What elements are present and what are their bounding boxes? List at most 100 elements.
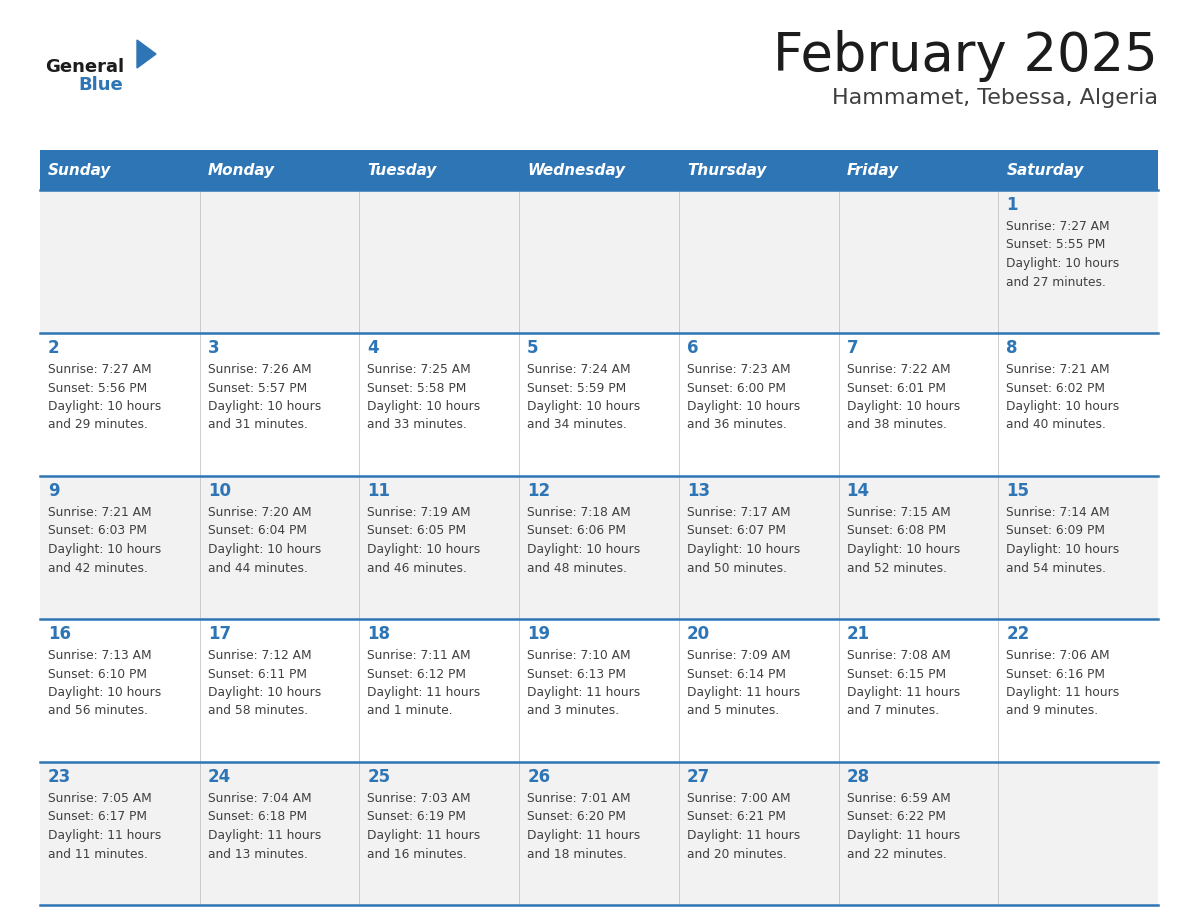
Text: 6: 6 (687, 339, 699, 357)
Text: Thursday: Thursday (687, 162, 766, 177)
Text: Sunrise: 7:20 AM: Sunrise: 7:20 AM (208, 506, 311, 519)
Text: and 31 minutes.: and 31 minutes. (208, 419, 308, 431)
Text: Daylight: 10 hours: Daylight: 10 hours (367, 400, 481, 413)
Polygon shape (137, 40, 156, 68)
Text: 4: 4 (367, 339, 379, 357)
Text: 22: 22 (1006, 625, 1030, 643)
Text: and 44 minutes.: and 44 minutes. (208, 562, 308, 575)
Text: Blue: Blue (78, 76, 122, 94)
Text: and 1 minute.: and 1 minute. (367, 704, 453, 718)
Text: Sunrise: 7:08 AM: Sunrise: 7:08 AM (847, 649, 950, 662)
Text: Sunset: 6:18 PM: Sunset: 6:18 PM (208, 811, 307, 823)
Text: 15: 15 (1006, 482, 1029, 500)
Text: Daylight: 10 hours: Daylight: 10 hours (1006, 400, 1119, 413)
Text: Sunrise: 6:59 AM: Sunrise: 6:59 AM (847, 792, 950, 805)
Text: Daylight: 10 hours: Daylight: 10 hours (687, 543, 800, 556)
Text: Sunrise: 7:00 AM: Sunrise: 7:00 AM (687, 792, 790, 805)
Bar (40, 190, 1158, 333)
Text: Tuesday: Tuesday (367, 162, 437, 177)
Text: Sunset: 5:58 PM: Sunset: 5:58 PM (367, 382, 467, 395)
Text: Daylight: 11 hours: Daylight: 11 hours (367, 829, 481, 842)
Text: Sunset: 6:11 PM: Sunset: 6:11 PM (208, 667, 307, 680)
Text: Sunset: 6:10 PM: Sunset: 6:10 PM (48, 667, 147, 680)
Text: Daylight: 11 hours: Daylight: 11 hours (1006, 686, 1119, 699)
Text: 19: 19 (527, 625, 550, 643)
Text: Sunset: 6:09 PM: Sunset: 6:09 PM (1006, 524, 1105, 538)
Text: 2: 2 (48, 339, 59, 357)
Text: Sunrise: 7:04 AM: Sunrise: 7:04 AM (208, 792, 311, 805)
Text: Daylight: 10 hours: Daylight: 10 hours (687, 400, 800, 413)
Text: Sunset: 6:16 PM: Sunset: 6:16 PM (1006, 667, 1105, 680)
Text: Sunset: 5:56 PM: Sunset: 5:56 PM (48, 382, 147, 395)
Bar (40, 476, 1158, 619)
Text: Sunrise: 7:19 AM: Sunrise: 7:19 AM (367, 506, 472, 519)
Text: and 33 minutes.: and 33 minutes. (367, 419, 467, 431)
Text: February 2025: February 2025 (773, 30, 1158, 82)
Text: Daylight: 10 hours: Daylight: 10 hours (527, 543, 640, 556)
Text: Daylight: 10 hours: Daylight: 10 hours (208, 543, 321, 556)
Text: Sunrise: 7:03 AM: Sunrise: 7:03 AM (367, 792, 472, 805)
Text: Sunset: 6:15 PM: Sunset: 6:15 PM (847, 667, 946, 680)
Text: Daylight: 11 hours: Daylight: 11 hours (527, 686, 640, 699)
Text: Sunrise: 7:05 AM: Sunrise: 7:05 AM (48, 792, 152, 805)
Text: Sunrise: 7:22 AM: Sunrise: 7:22 AM (847, 363, 950, 376)
Text: Daylight: 11 hours: Daylight: 11 hours (847, 686, 960, 699)
Text: Daylight: 11 hours: Daylight: 11 hours (367, 686, 481, 699)
Text: Sunset: 6:13 PM: Sunset: 6:13 PM (527, 667, 626, 680)
Text: Daylight: 10 hours: Daylight: 10 hours (1006, 257, 1119, 270)
Text: Saturday: Saturday (1006, 162, 1083, 177)
Text: Sunrise: 7:26 AM: Sunrise: 7:26 AM (208, 363, 311, 376)
Text: Sunrise: 7:17 AM: Sunrise: 7:17 AM (687, 506, 790, 519)
Text: Friday: Friday (847, 162, 898, 177)
Text: Sunset: 6:06 PM: Sunset: 6:06 PM (527, 524, 626, 538)
Text: 13: 13 (687, 482, 710, 500)
Text: 26: 26 (527, 768, 550, 786)
Text: 16: 16 (48, 625, 71, 643)
Text: Sunset: 6:08 PM: Sunset: 6:08 PM (847, 524, 946, 538)
Text: 18: 18 (367, 625, 391, 643)
Text: and 48 minutes.: and 48 minutes. (527, 562, 627, 575)
Text: 24: 24 (208, 768, 230, 786)
Text: and 56 minutes.: and 56 minutes. (48, 704, 148, 718)
Text: Daylight: 10 hours: Daylight: 10 hours (208, 400, 321, 413)
Text: Sunrise: 7:15 AM: Sunrise: 7:15 AM (847, 506, 950, 519)
Text: Sunset: 6:12 PM: Sunset: 6:12 PM (367, 667, 467, 680)
Text: Daylight: 10 hours: Daylight: 10 hours (48, 400, 162, 413)
Text: Daylight: 10 hours: Daylight: 10 hours (847, 400, 960, 413)
Bar (40, 619, 1158, 762)
Text: Sunrise: 7:09 AM: Sunrise: 7:09 AM (687, 649, 790, 662)
Text: Sunset: 6:17 PM: Sunset: 6:17 PM (48, 811, 147, 823)
Text: Sunrise: 7:13 AM: Sunrise: 7:13 AM (48, 649, 152, 662)
Text: and 38 minutes.: and 38 minutes. (847, 419, 947, 431)
Text: Daylight: 11 hours: Daylight: 11 hours (847, 829, 960, 842)
Text: 12: 12 (527, 482, 550, 500)
Text: General: General (45, 58, 124, 76)
Text: and 3 minutes.: and 3 minutes. (527, 704, 619, 718)
Text: Sunset: 6:14 PM: Sunset: 6:14 PM (687, 667, 785, 680)
Text: Sunset: 6:04 PM: Sunset: 6:04 PM (208, 524, 307, 538)
Text: Sunset: 6:03 PM: Sunset: 6:03 PM (48, 524, 147, 538)
Bar (40, 333, 1158, 476)
Text: Sunset: 6:19 PM: Sunset: 6:19 PM (367, 811, 467, 823)
Text: 1: 1 (1006, 196, 1018, 214)
Text: Sunset: 5:55 PM: Sunset: 5:55 PM (1006, 239, 1106, 252)
Text: Sunrise: 7:14 AM: Sunrise: 7:14 AM (1006, 506, 1110, 519)
Text: Monday: Monday (208, 162, 274, 177)
Text: Sunrise: 7:21 AM: Sunrise: 7:21 AM (1006, 363, 1110, 376)
Text: Daylight: 11 hours: Daylight: 11 hours (527, 829, 640, 842)
Text: Daylight: 10 hours: Daylight: 10 hours (367, 543, 481, 556)
Text: Sunrise: 7:12 AM: Sunrise: 7:12 AM (208, 649, 311, 662)
Text: and 18 minutes.: and 18 minutes. (527, 847, 627, 860)
Text: Sunrise: 7:25 AM: Sunrise: 7:25 AM (367, 363, 472, 376)
Text: Sunday: Sunday (48, 162, 112, 177)
Text: Daylight: 10 hours: Daylight: 10 hours (48, 543, 162, 556)
Text: Sunset: 6:22 PM: Sunset: 6:22 PM (847, 811, 946, 823)
Text: Daylight: 11 hours: Daylight: 11 hours (48, 829, 162, 842)
Text: Sunset: 6:01 PM: Sunset: 6:01 PM (847, 382, 946, 395)
Text: and 46 minutes.: and 46 minutes. (367, 562, 467, 575)
Text: and 58 minutes.: and 58 minutes. (208, 704, 308, 718)
Text: and 11 minutes.: and 11 minutes. (48, 847, 147, 860)
Text: Daylight: 10 hours: Daylight: 10 hours (48, 686, 162, 699)
Text: Sunrise: 7:23 AM: Sunrise: 7:23 AM (687, 363, 790, 376)
Text: and 42 minutes.: and 42 minutes. (48, 562, 147, 575)
